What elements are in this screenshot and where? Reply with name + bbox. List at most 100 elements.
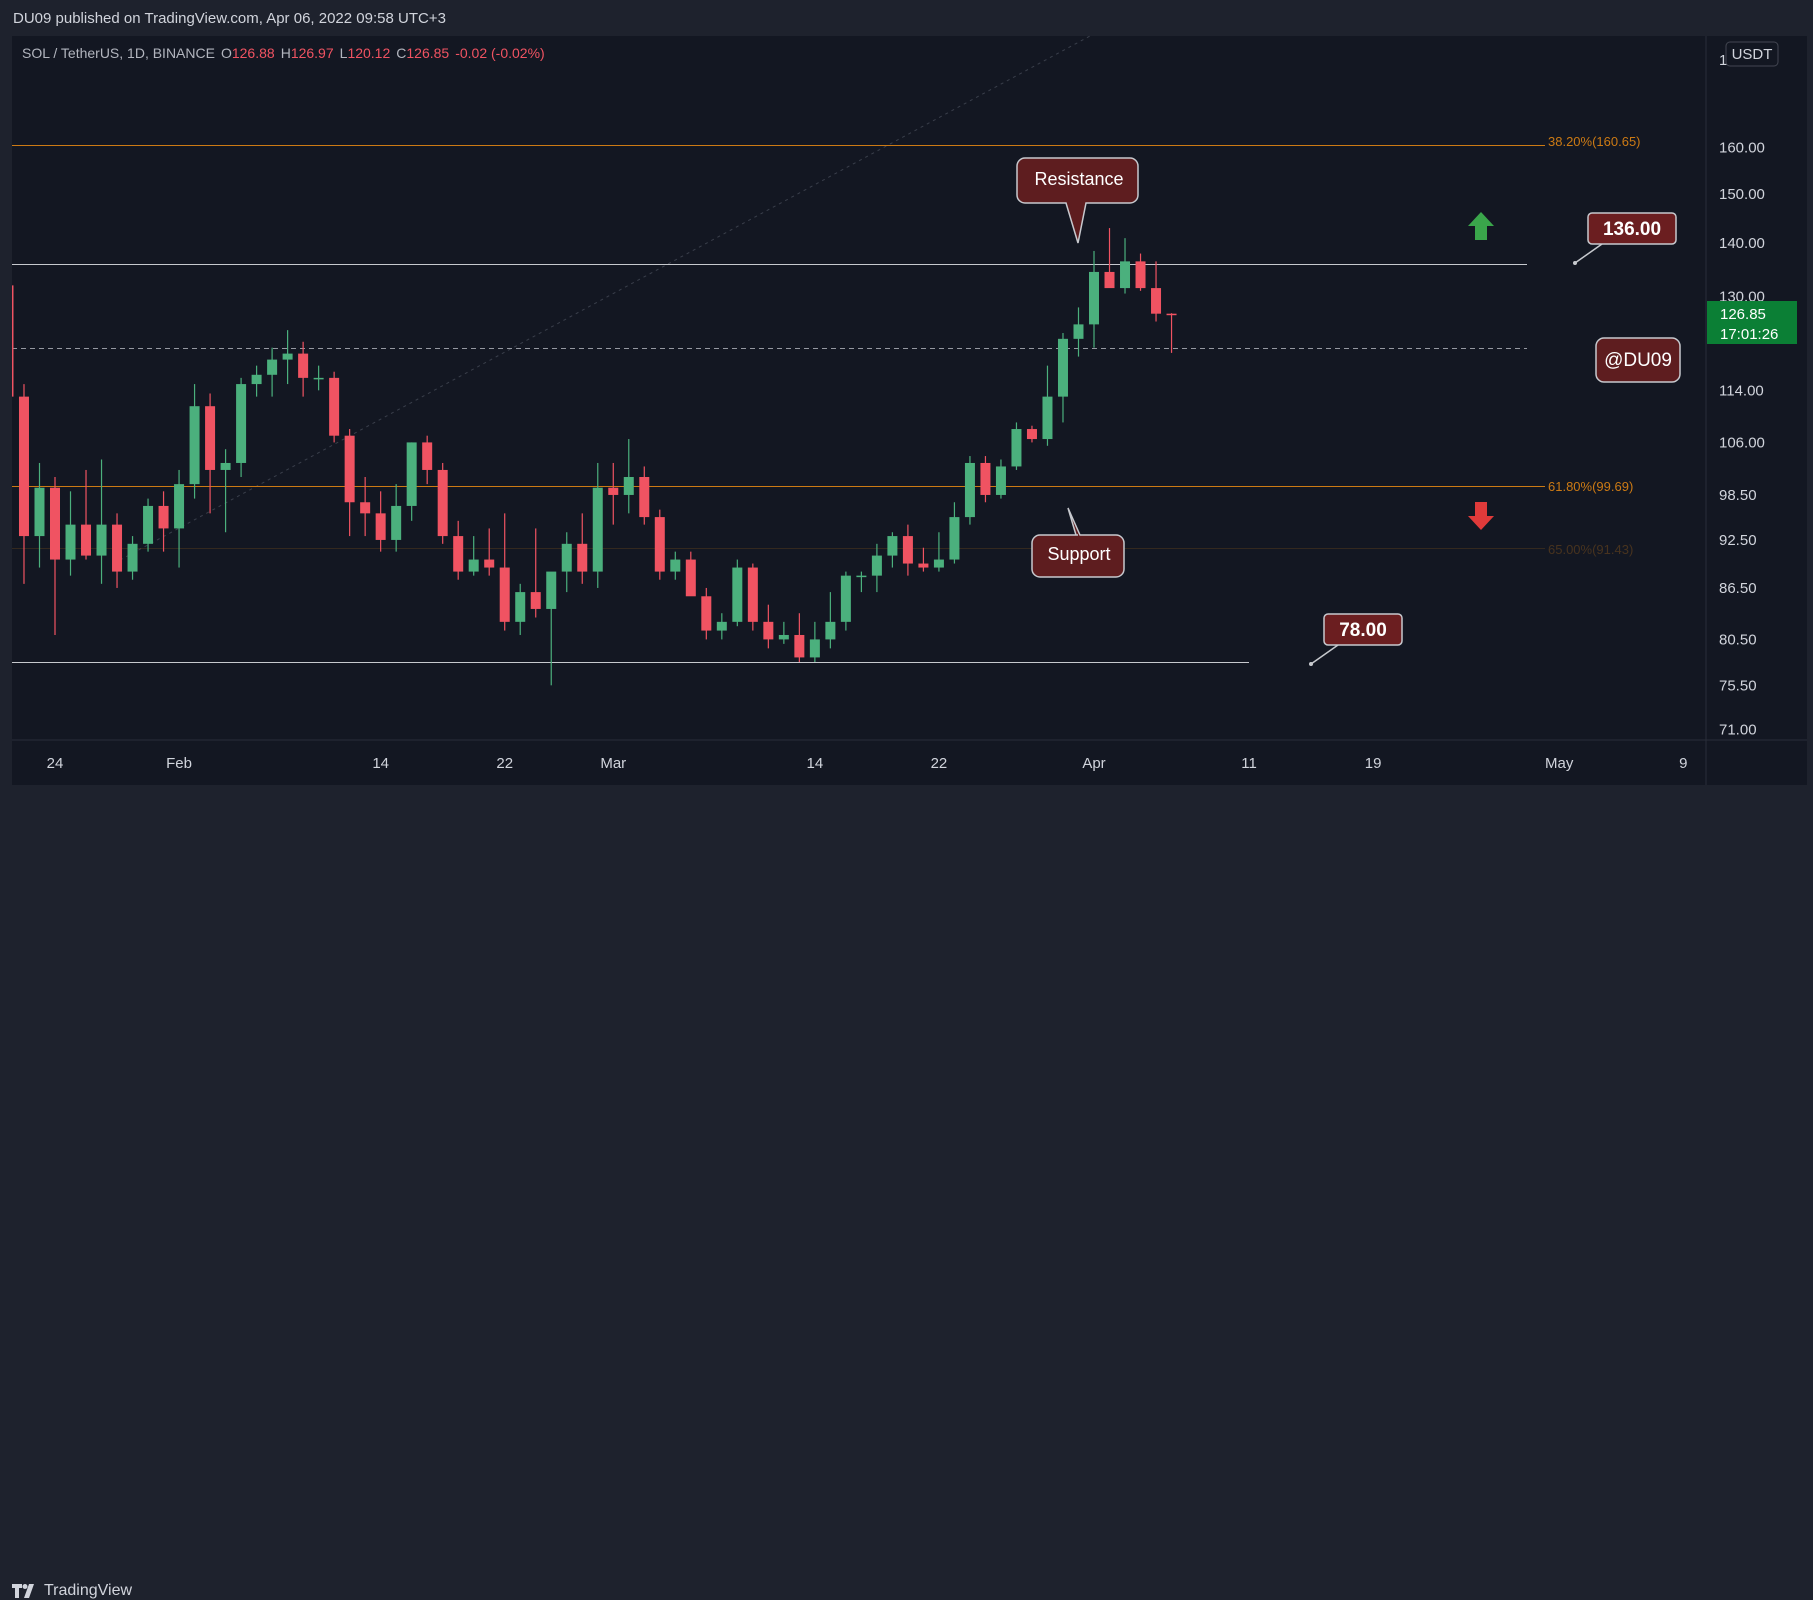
resistance-label: Resistance <box>1034 169 1123 189</box>
candle-body <box>778 634 789 640</box>
candle <box>313 365 324 391</box>
candle <box>515 583 526 635</box>
candle-body <box>313 377 324 380</box>
candle-body <box>546 571 557 609</box>
candle-body <box>639 477 650 518</box>
tradingview-icon <box>12 1584 34 1598</box>
candle-body <box>329 377 340 436</box>
candle <box>329 371 340 443</box>
support-callout[interactable]: Support <box>1031 507 1125 578</box>
currency-button[interactable]: USDT <box>1725 41 1779 67</box>
candle <box>1151 261 1162 322</box>
footer-bar: TradingView <box>0 785 1813 1599</box>
candle-body <box>468 559 479 572</box>
price-tick-label: 140.00 <box>1719 235 1765 252</box>
candle <box>236 377 247 478</box>
high-label: H <box>281 45 291 61</box>
time-tick-label: 9 <box>1679 755 1687 772</box>
support-label: Support <box>1047 544 1110 564</box>
time-tick-label: May <box>1545 755 1574 772</box>
candle-body <box>282 353 293 360</box>
candle-body <box>65 524 76 560</box>
price-note-78-anchor <box>1309 662 1313 666</box>
price-note-136-pointer <box>1574 243 1603 264</box>
high-value: 126.97 <box>291 45 334 61</box>
tradingview-logo[interactable]: TradingView <box>12 1582 132 1600</box>
candle-body <box>127 543 138 572</box>
time-tick-label: 11 <box>1241 755 1257 772</box>
candle <box>949 502 960 564</box>
candle <box>174 469 185 568</box>
candle <box>1011 422 1022 470</box>
candle-body <box>1166 313 1177 316</box>
candle <box>344 429 355 537</box>
candle <box>825 592 836 649</box>
candle <box>391 484 402 552</box>
candles <box>12 228 1177 686</box>
candle <box>747 563 758 631</box>
candle <box>12 285 14 397</box>
candle <box>158 491 169 552</box>
candle-body <box>530 592 541 609</box>
low-value: 120.12 <box>347 45 390 61</box>
candle-body <box>422 442 433 470</box>
candle-body <box>1120 261 1131 289</box>
candle <box>437 462 448 544</box>
candle <box>251 365 262 397</box>
candle-body <box>515 592 526 622</box>
candle-body <box>1151 288 1162 314</box>
candle-body <box>716 621 727 631</box>
price-note-78[interactable]: 78.00 <box>1309 613 1403 666</box>
price-axis[interactable]: 71.00 75.50 80.50 86.50 92.50 98.50 106.00 114.… <box>1719 140 1765 739</box>
time-tick-label: Apr <box>1082 755 1105 772</box>
candle-body <box>654 517 665 572</box>
candle-body <box>391 505 402 540</box>
candle-body <box>499 567 510 622</box>
candle <box>639 466 650 525</box>
chart-frame <box>12 36 1807 785</box>
candle-body <box>220 462 231 470</box>
candle <box>1120 238 1131 294</box>
candle <box>1026 425 1037 443</box>
symbol-info: SOL / TetherUS, 1D, BINANCE <box>22 45 215 61</box>
candle <box>205 393 216 514</box>
candle-body <box>174 484 185 529</box>
publish-info: DU09 published on TradingView.com, Apr 0… <box>13 10 446 27</box>
candle-body <box>1057 338 1068 397</box>
candle <box>499 513 510 631</box>
tradingview-brand: TradingView <box>44 1582 133 1599</box>
candle-body <box>18 396 29 537</box>
candle <box>732 559 743 627</box>
time-axis[interactable]: 24 Feb 14 22 Mar 14 22 Apr 11 19 May 9 <box>47 755 1688 772</box>
candle-body <box>964 462 975 518</box>
candle <box>375 491 386 552</box>
candle-body <box>825 621 836 640</box>
price-note-136-label: 136.00 <box>1603 219 1661 240</box>
candle <box>422 435 433 485</box>
trend-line <box>119 35 1091 561</box>
candle <box>1135 253 1146 291</box>
fib-65-label: 65.00%(91.43) <box>1548 542 1633 557</box>
candle-body <box>1073 324 1084 339</box>
price-chart[interactable]: SOL / TetherUS, 1D, BINANCE O126.88 H126.9… <box>0 0 1813 829</box>
resistance-callout[interactable]: Resistance <box>1016 157 1139 244</box>
candle <box>1104 228 1115 289</box>
candle-body <box>871 555 882 576</box>
candle <box>189 384 200 499</box>
author-label: @DU09 <box>1604 350 1672 371</box>
candle <box>1057 333 1068 423</box>
candle <box>1073 307 1084 357</box>
candle <box>577 513 588 584</box>
candle <box>546 571 557 686</box>
price-note-136[interactable]: 136.00 <box>1573 212 1677 265</box>
candle-body <box>995 466 1006 495</box>
author-tag[interactable]: @DU09 <box>1595 337 1681 383</box>
price-tick-label: 150.00 <box>1719 186 1765 203</box>
candle-body <box>949 517 960 560</box>
price-axis-top-tick: 1 <box>1719 52 1727 69</box>
candle-body <box>484 559 495 568</box>
candle <box>267 347 278 397</box>
candle-body <box>1042 396 1053 440</box>
time-tick-label: 24 <box>47 755 64 772</box>
currency-label: USDT <box>1732 46 1773 63</box>
